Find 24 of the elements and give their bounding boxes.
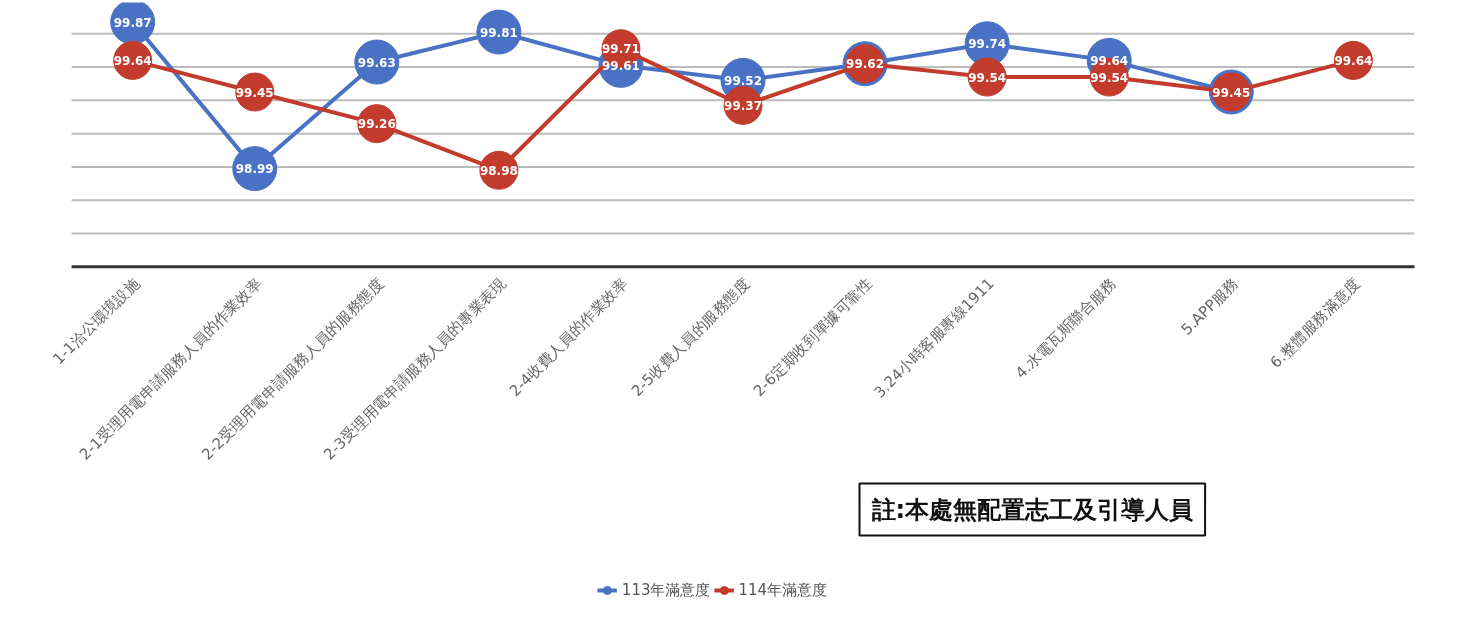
data-label: 99.87 [113, 15, 152, 30]
data-label: 99.54 [1090, 70, 1129, 85]
x-tick-label: 6.整體服務滿意度 [1266, 274, 1364, 372]
legend-label: 114年滿意度 [738, 580, 828, 600]
x-tick-label: 4.水電瓦斯聯合服務 [1011, 274, 1120, 383]
data-label: 98.98 [479, 163, 518, 178]
data-label: 99.52 [724, 73, 763, 88]
data-label: 99.74 [968, 37, 1007, 52]
data-label: 99.64 [113, 53, 152, 68]
data-label: 99.63 [357, 55, 396, 70]
data-label: 99.71 [601, 42, 640, 57]
data-label: 99.81 [479, 25, 518, 40]
legend-label: 113年滿意度 [621, 580, 711, 600]
data-label: 99.54 [968, 70, 1007, 85]
data-label: 99.26 [357, 117, 396, 132]
x-tick-label: 1-1洽公環境設施 [49, 274, 144, 369]
data-label: 99.37 [724, 98, 763, 113]
data-label: 99.45 [235, 85, 274, 100]
data-label: 98.99 [235, 162, 274, 177]
data-label: 99.45 [1212, 85, 1251, 100]
x-tick-label: 2-5收費人員的服務態度 [627, 274, 754, 400]
data-label: 99.62 [846, 57, 885, 72]
data-label: 99.64 [1334, 53, 1373, 68]
text: 註:本處無配置志工及引導人員 [870, 495, 1194, 524]
